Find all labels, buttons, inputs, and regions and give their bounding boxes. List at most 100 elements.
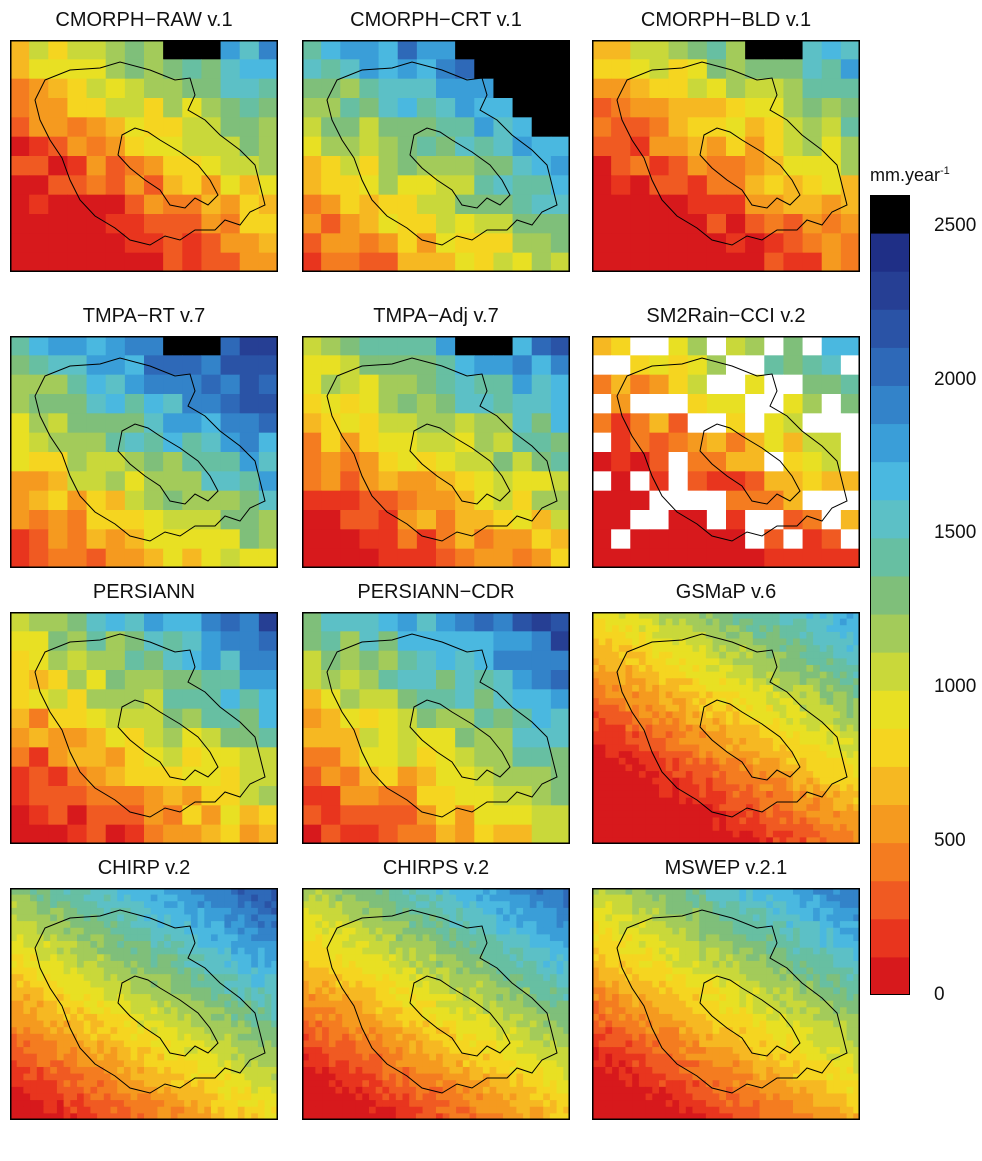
grid-cell — [264, 1053, 272, 1061]
grid-cell — [378, 252, 399, 272]
grid-cell — [90, 934, 98, 942]
grid-cell — [355, 994, 363, 1002]
grid-cell — [342, 894, 350, 902]
grid-cell — [43, 1033, 51, 1041]
grid-cell — [220, 432, 241, 453]
grid-cell — [840, 548, 860, 568]
grid-cell — [752, 612, 760, 620]
grid-cell — [416, 728, 437, 748]
grid-cell — [239, 136, 260, 157]
grid-cell — [436, 941, 444, 949]
grid-cell — [638, 771, 647, 779]
grid-cell — [264, 947, 272, 955]
grid-cell — [512, 548, 533, 568]
grid-cell — [184, 1066, 192, 1075]
grid-cell — [63, 987, 71, 995]
grid-cell — [10, 40, 30, 60]
grid-cell — [512, 336, 533, 356]
grid-cell — [726, 737, 734, 746]
grid-cell — [177, 934, 185, 942]
grid-cell — [322, 967, 330, 975]
grid-cell — [630, 355, 650, 376]
grid-cell — [598, 691, 606, 699]
grid-cell — [70, 994, 78, 1002]
grid-cell — [793, 612, 801, 620]
grid-cell — [649, 374, 670, 395]
grid-cell — [509, 941, 517, 949]
grid-cell — [56, 1093, 65, 1101]
grid-cell — [536, 967, 544, 975]
grid-cell — [455, 78, 475, 99]
grid-cell — [204, 914, 212, 922]
grid-cell — [531, 612, 552, 632]
grid-cell — [699, 704, 707, 712]
grid-cell — [592, 645, 600, 653]
grid-cell — [726, 78, 746, 99]
grid-cell — [826, 711, 834, 719]
grid-cell — [493, 194, 514, 215]
grid-cell — [184, 934, 192, 942]
grid-cell — [493, 175, 514, 196]
grid-cell — [184, 1093, 192, 1101]
grid-cell — [150, 1066, 158, 1075]
grid-cell — [48, 708, 68, 729]
grid-cell — [745, 136, 765, 157]
grid-cell — [833, 658, 841, 666]
grid-cell — [672, 804, 680, 812]
grid-cell — [612, 671, 620, 679]
grid-cell — [231, 921, 239, 929]
grid-cell — [739, 631, 747, 640]
grid-cell — [846, 698, 854, 706]
grid-cell — [220, 78, 241, 99]
grid-cell — [123, 987, 132, 995]
grid-cell — [264, 974, 272, 982]
grid-cell — [779, 764, 787, 772]
grid-cell — [712, 817, 720, 825]
grid-cell — [840, 136, 860, 157]
grid-cell — [699, 724, 707, 732]
grid-cell — [395, 927, 403, 935]
grid-cell — [732, 824, 740, 832]
grid-cell — [117, 888, 125, 896]
grid-cell — [322, 954, 330, 962]
grid-cell — [48, 336, 68, 356]
grid-cell — [48, 650, 68, 671]
grid-cell — [482, 888, 491, 896]
grid-cell — [474, 529, 494, 550]
grid-cell — [415, 921, 424, 929]
grid-cell — [638, 797, 647, 805]
grid-cell — [476, 921, 484, 929]
grid-cell — [302, 786, 322, 806]
grid-cell — [556, 907, 564, 916]
grid-cell — [402, 894, 410, 902]
grid-cell — [719, 771, 727, 779]
grid-cell — [672, 618, 680, 626]
grid-cell — [442, 921, 450, 929]
grid-cell — [759, 804, 767, 812]
grid-cell — [10, 786, 30, 806]
grid-cell — [86, 612, 107, 632]
grid-cell — [86, 374, 107, 395]
grid-cell — [237, 1033, 245, 1041]
grid-cell — [766, 698, 774, 706]
grid-cell — [699, 665, 707, 673]
grid-cell — [302, 954, 310, 962]
grid-cell — [170, 894, 178, 902]
grid-cell — [625, 678, 633, 686]
grid-cell — [177, 1007, 185, 1015]
grid-cell — [746, 824, 754, 832]
grid-cell — [67, 175, 88, 196]
grid-cell — [543, 941, 551, 949]
grid-cell — [10, 766, 30, 787]
grid-cell — [699, 658, 707, 666]
grid-cell — [67, 747, 88, 768]
grid-cell — [759, 651, 767, 659]
grid-cell — [83, 987, 91, 995]
grid-cell — [416, 98, 437, 118]
grid-cell — [144, 510, 164, 530]
grid-cell — [164, 1073, 172, 1081]
grid-cell — [802, 374, 823, 395]
grid-cell — [550, 708, 570, 729]
grid-cell — [549, 888, 558, 896]
grid-cell — [43, 1040, 51, 1048]
